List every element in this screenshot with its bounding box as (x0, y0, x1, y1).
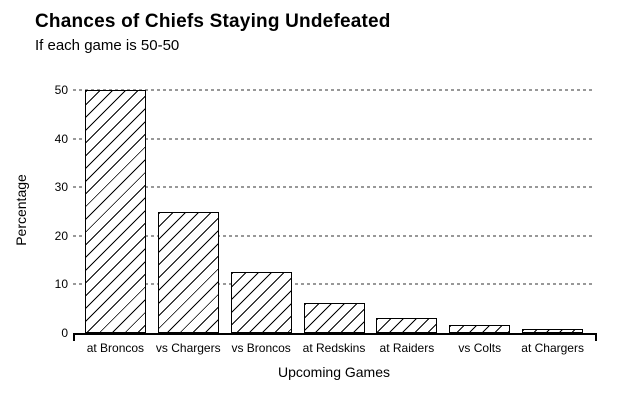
bar-vs-chargers (157, 211, 219, 333)
x-label-slot: vs Chargers (155, 341, 221, 355)
x-category-label: at Redskins (302, 341, 366, 355)
y-tick-label-20: 20 (54, 228, 68, 243)
y-tick-label-0: 0 (61, 326, 68, 340)
x-axis-title: Upcoming Games (277, 364, 391, 380)
x-category-label: at Raiders (379, 341, 435, 355)
bar-at-chargers (522, 329, 584, 333)
gridline-50 (73, 89, 595, 91)
x-category-label: vs Broncos (231, 341, 291, 355)
bar-vs-colts (449, 325, 511, 333)
bar-at-raiders (376, 317, 438, 333)
gridline-40 (73, 137, 595, 140)
x-label-slot: at Redskins (302, 341, 366, 355)
y-tick-label-30: 30 (54, 180, 68, 195)
bar-at-redskins (303, 302, 365, 333)
chart-title: Chances of Chiefs Staying Undefeated (35, 11, 391, 32)
x-axis-right-end-tick (595, 333, 597, 341)
x-label-slot: at Broncos (85, 341, 146, 355)
x-label-slot: vs Colts (449, 341, 510, 355)
x-label-slot: at Raiders (376, 341, 437, 355)
gridline-20 (73, 234, 595, 237)
x-label-slot: vs Broncos (231, 341, 292, 355)
y-tick-label-40: 40 (54, 131, 68, 146)
x-category-label: vs Colts (458, 341, 502, 355)
plot-area (73, 89, 595, 333)
gridline-30 (73, 186, 595, 189)
y-tick-label-10: 10 (54, 277, 68, 292)
bar-vs-broncos (230, 272, 292, 333)
x-category-label: at Chargers (521, 341, 584, 355)
x-category-labels: at Broncos vs Chargers vs Broncos at Redski… (73, 341, 595, 355)
x-axis-line (73, 333, 597, 335)
x-axis-left-end-tick (73, 333, 75, 341)
chart-subtitle: If each game is 50-50 (35, 37, 180, 54)
bar-at-broncos (84, 90, 146, 333)
x-label-slot: at Chargers (521, 341, 584, 355)
bars-row (73, 90, 595, 333)
y-tick-label-50: 50 (54, 83, 68, 97)
x-category-label: at Broncos (86, 341, 145, 355)
gridline-10 (73, 283, 595, 286)
x-category-label: vs Chargers (155, 341, 221, 355)
